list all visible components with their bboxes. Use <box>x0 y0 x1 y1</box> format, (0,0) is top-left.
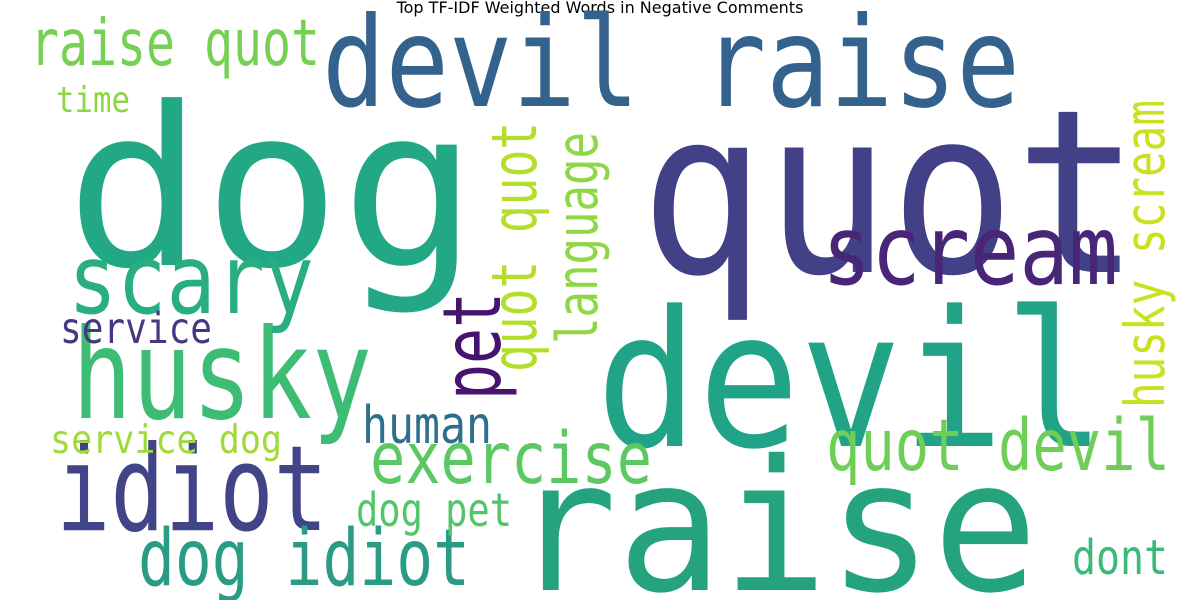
word-scream: scream <box>822 195 1118 307</box>
word-raise: raise <box>512 421 1038 600</box>
word-dog: dog <box>66 61 478 318</box>
word-human: human <box>362 396 492 456</box>
word-language: language <box>545 132 611 344</box>
word-service: service <box>60 304 212 354</box>
word-idiot: idiot <box>56 421 328 559</box>
word-quot-devil: quot devil <box>826 404 1170 487</box>
word-quot-quot: quot quot <box>478 122 551 372</box>
word-husky: husky <box>72 303 372 448</box>
word-exercise: exercise <box>370 417 652 500</box>
word-raise-quot: raise quot <box>30 7 320 81</box>
word-time: time <box>56 80 130 121</box>
word-dog-pet: dog pet <box>356 483 512 537</box>
word-devil-raise: devil raise <box>322 0 1020 136</box>
word-quot: quot <box>640 60 1140 326</box>
word-pet: pet <box>426 292 519 400</box>
chart-title: Top TF-IDF Weighted Words in Negative Co… <box>396 0 804 17</box>
word-dog-idiot: dog idiot <box>138 514 470 600</box>
word-service-dog: service dog <box>50 418 282 463</box>
word-husky-scream: husky scream <box>1113 100 1177 408</box>
word-devil: devil <box>596 271 1106 491</box>
word-scary: scary <box>68 224 314 336</box>
word-dont: dont <box>1072 530 1168 586</box>
